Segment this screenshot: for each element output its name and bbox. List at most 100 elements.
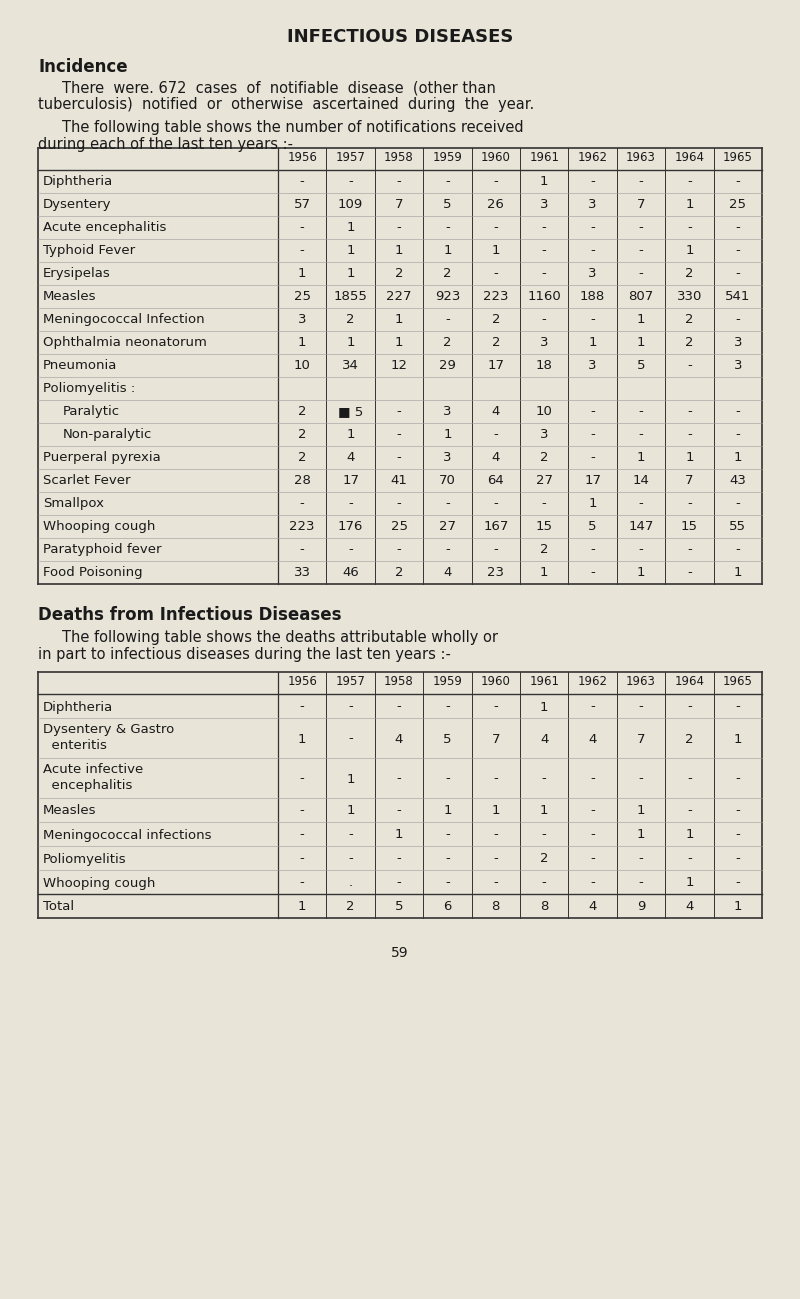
- Text: 4: 4: [686, 900, 694, 913]
- Text: -: -: [494, 175, 498, 188]
- Text: 223: 223: [290, 520, 315, 533]
- Text: 807: 807: [628, 290, 654, 303]
- Text: -: -: [542, 877, 546, 890]
- Text: 46: 46: [342, 566, 359, 579]
- Text: 70: 70: [439, 474, 456, 487]
- Text: 4: 4: [395, 733, 403, 746]
- Text: 3: 3: [734, 336, 742, 349]
- Text: 1958: 1958: [384, 675, 414, 688]
- Text: -: -: [735, 175, 740, 188]
- Text: 3: 3: [540, 427, 549, 440]
- Text: 1: 1: [491, 244, 500, 257]
- Text: 3: 3: [298, 313, 306, 326]
- Text: -: -: [590, 244, 595, 257]
- Text: 1: 1: [346, 268, 355, 281]
- Text: 23: 23: [487, 566, 504, 579]
- Text: -: -: [735, 498, 740, 511]
- Text: 1: 1: [298, 900, 306, 913]
- Text: -: -: [494, 498, 498, 511]
- Text: 2: 2: [346, 313, 355, 326]
- Text: Paralytic: Paralytic: [63, 405, 120, 418]
- Text: 227: 227: [386, 290, 412, 303]
- Text: -: -: [687, 700, 692, 713]
- Text: -: -: [687, 498, 692, 511]
- Text: -: -: [542, 268, 546, 281]
- Text: 34: 34: [342, 359, 359, 372]
- Text: 1: 1: [298, 336, 306, 349]
- Text: 4: 4: [589, 733, 597, 746]
- Text: 1956: 1956: [287, 675, 317, 688]
- Text: 12: 12: [390, 359, 407, 372]
- Text: -: -: [300, 543, 305, 556]
- Text: 1: 1: [637, 451, 646, 464]
- Text: -: -: [300, 175, 305, 188]
- Text: -: -: [735, 427, 740, 440]
- Text: Dysentery & Gastro: Dysentery & Gastro: [43, 724, 174, 737]
- Text: -: -: [590, 700, 595, 713]
- Text: -: -: [735, 700, 740, 713]
- Text: Meningococcal infections: Meningococcal infections: [43, 829, 211, 842]
- Text: 1: 1: [637, 829, 646, 842]
- Text: -: -: [638, 852, 643, 865]
- Text: -: -: [590, 773, 595, 786]
- Text: 4: 4: [589, 900, 597, 913]
- Text: 3: 3: [588, 359, 597, 372]
- Text: 26: 26: [487, 197, 504, 210]
- Text: -: -: [638, 498, 643, 511]
- Text: -: -: [735, 268, 740, 281]
- Text: -: -: [397, 804, 402, 817]
- Text: 1: 1: [491, 804, 500, 817]
- Text: 1: 1: [637, 566, 646, 579]
- Text: -: -: [735, 877, 740, 890]
- Text: 1: 1: [685, 877, 694, 890]
- Text: 1: 1: [685, 244, 694, 257]
- Text: 1: 1: [685, 829, 694, 842]
- Text: 25: 25: [294, 290, 310, 303]
- Text: 1963: 1963: [626, 675, 656, 688]
- Text: Puerperal pyrexia: Puerperal pyrexia: [43, 451, 161, 464]
- Text: 4: 4: [492, 405, 500, 418]
- Text: Erysipelas: Erysipelas: [43, 268, 110, 281]
- Text: Non-paralytic: Non-paralytic: [63, 427, 152, 440]
- Text: 2: 2: [346, 900, 355, 913]
- Text: 923: 923: [434, 290, 460, 303]
- Text: -: -: [638, 175, 643, 188]
- Text: -: -: [735, 804, 740, 817]
- Text: -: -: [300, 877, 305, 890]
- Text: 41: 41: [390, 474, 407, 487]
- Text: -: -: [687, 359, 692, 372]
- Text: 2: 2: [685, 733, 694, 746]
- Text: 1: 1: [394, 336, 403, 349]
- Text: Paratyphoid fever: Paratyphoid fever: [43, 543, 162, 556]
- Text: 1: 1: [540, 700, 549, 713]
- Text: 1: 1: [588, 498, 597, 511]
- Text: 7: 7: [637, 733, 646, 746]
- Text: 1: 1: [394, 244, 403, 257]
- Text: -: -: [542, 313, 546, 326]
- Text: Total: Total: [43, 900, 74, 913]
- Text: 25: 25: [390, 520, 407, 533]
- Text: -: -: [638, 268, 643, 281]
- Text: -: -: [348, 733, 353, 746]
- Text: -: -: [397, 773, 402, 786]
- Text: -: -: [348, 543, 353, 556]
- Text: 4: 4: [443, 566, 451, 579]
- Text: 188: 188: [580, 290, 606, 303]
- Text: -: -: [638, 700, 643, 713]
- Text: -: -: [397, 852, 402, 865]
- Text: 1: 1: [346, 221, 355, 234]
- Text: 1: 1: [734, 733, 742, 746]
- Text: 2: 2: [394, 268, 403, 281]
- Text: 1959: 1959: [433, 151, 462, 164]
- Text: 5: 5: [443, 197, 452, 210]
- Text: -: -: [542, 829, 546, 842]
- Text: -: -: [638, 773, 643, 786]
- Text: Whooping cough: Whooping cough: [43, 520, 155, 533]
- Text: Meningococcal Infection: Meningococcal Infection: [43, 313, 205, 326]
- Text: -: -: [445, 829, 450, 842]
- Text: -: -: [397, 405, 402, 418]
- Text: There  were. 672  cases  of  notifiable  disease  (other than: There were. 672 cases of notifiable dise…: [62, 81, 496, 95]
- Text: 15: 15: [536, 520, 553, 533]
- Text: 2: 2: [298, 405, 306, 418]
- Text: -: -: [445, 543, 450, 556]
